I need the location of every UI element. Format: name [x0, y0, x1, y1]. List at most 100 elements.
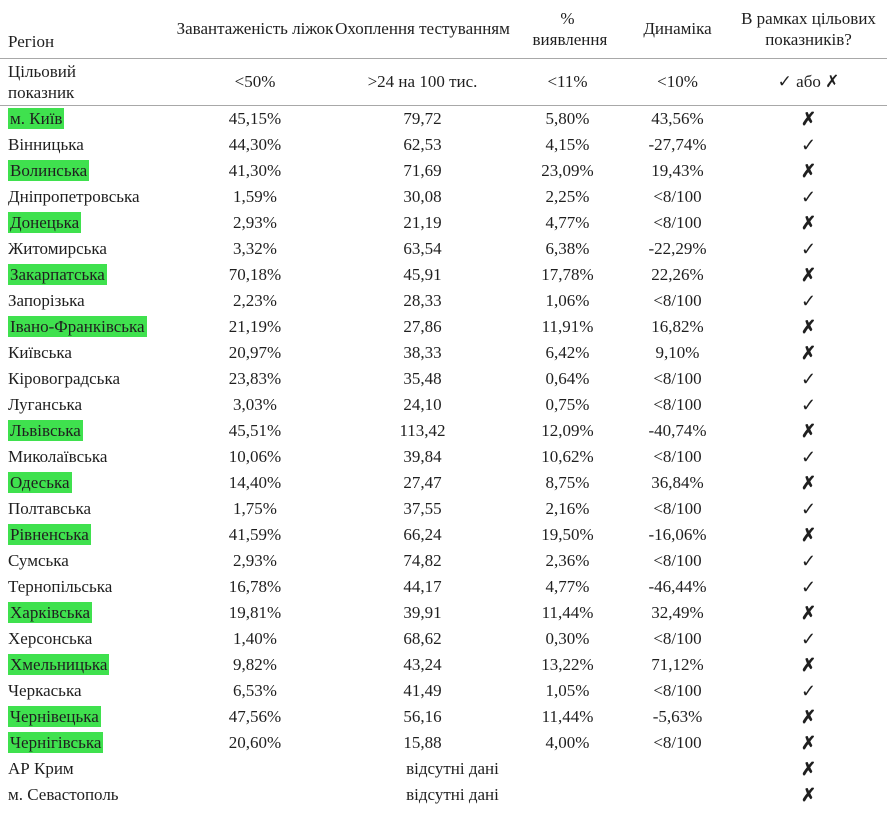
- status-cross-icon: ✗: [800, 420, 817, 441]
- detection-rate-value: 10,62%: [541, 447, 594, 467]
- bed-occupancy-value: 19,81%: [228, 603, 282, 623]
- region-name-highlighted: Чернівецька: [8, 706, 101, 728]
- table-row: Запорізька 2,23% 28,33 1,06% <8/100 ✓: [0, 288, 887, 314]
- status-cross-icon: ✗: [800, 706, 817, 727]
- region-name-highlighted: Волинська: [8, 160, 90, 182]
- target-bed-occupancy: <50%: [175, 58, 335, 106]
- bed-occupancy-value: 1,59%: [233, 187, 277, 207]
- region-name-cell: Сумська: [0, 548, 175, 574]
- dynamics-value: -16,06%: [648, 525, 707, 545]
- bed-occupancy-value: 16,78%: [228, 577, 282, 597]
- detection-rate-value: 11,44%: [541, 707, 594, 727]
- dynamics-value: <8/100: [653, 187, 702, 207]
- detection-rate-value: 0,64%: [545, 369, 590, 389]
- testing-coverage-value: 24,10: [403, 395, 442, 415]
- bed-occupancy-value: 45,15%: [228, 109, 282, 129]
- region-name-highlighted: Івано-Франківська: [8, 316, 147, 338]
- dynamics-value: -5,63%: [652, 707, 703, 727]
- region-name-cell: Волинська: [0, 158, 175, 184]
- detection-rate-value: 1,05%: [545, 681, 590, 701]
- detection-rate-value: 13,22%: [541, 655, 594, 675]
- status-check-icon: ✓: [800, 498, 817, 519]
- testing-coverage-value: 39,91: [403, 603, 442, 623]
- dynamics-value: 9,10%: [655, 343, 700, 363]
- no-data-note: відсутні дані: [406, 785, 499, 805]
- table-row: Донецька 2,93% 21,19 4,77% <8/100 ✗: [0, 210, 887, 236]
- dynamics-value: <8/100: [653, 499, 702, 519]
- status-cross-icon: ✗: [800, 108, 817, 129]
- table-row: Миколаївська 10,06% 39,84 10,62% <8/100 ✓: [0, 444, 887, 470]
- status-cross-icon: ✗: [800, 758, 817, 779]
- region-name-highlighted: Одеська: [8, 472, 72, 494]
- target-indicator-row: Цільовий показник <50% >24 на 100 тис. <…: [0, 58, 887, 106]
- table-row: Черкаська 6,53% 41,49 1,05% <8/100 ✓: [0, 678, 887, 704]
- region-name-cell: Київська: [0, 340, 175, 366]
- status-check-icon: ✓: [800, 238, 817, 259]
- testing-coverage-value: 41,49: [403, 681, 442, 701]
- status-check-icon: ✓: [800, 290, 817, 311]
- table-row: м. Київ 45,15% 79,72 5,80% 43,56% ✗: [0, 106, 887, 133]
- region-name-highlighted: Донецька: [8, 212, 82, 234]
- bed-occupancy-value: 47,56%: [228, 707, 282, 727]
- bed-occupancy-value: 44,30%: [228, 135, 282, 155]
- bed-occupancy-value: 20,97%: [228, 343, 282, 363]
- region-name: Тернопільська: [8, 577, 113, 597]
- table-row: Луганська 3,03% 24,10 0,75% <8/100 ✓: [0, 392, 887, 418]
- region-name: м. Севастополь: [8, 785, 119, 805]
- status-cross-icon: ✗: [800, 160, 817, 181]
- region-name-cell: Житомирська: [0, 236, 175, 262]
- bed-occupancy-value: 6,53%: [233, 681, 277, 701]
- target-testing-coverage: >24 на 100 тис.: [335, 58, 510, 106]
- testing-coverage-value: 79,72: [403, 109, 442, 129]
- status-check-icon: ✓: [800, 576, 817, 597]
- header-detection-rate: % виявлення: [510, 0, 625, 59]
- region-name-cell: Харківська: [0, 600, 175, 626]
- status-check-icon: ✓: [800, 186, 817, 207]
- dynamics-value: <8/100: [653, 447, 702, 467]
- header-detection-rate-label: % виявлення: [532, 8, 608, 49]
- testing-coverage-value: 71,69: [403, 161, 442, 181]
- testing-coverage-value: 21,19: [403, 213, 442, 233]
- dynamics-value: -27,74%: [648, 135, 707, 155]
- table-row: АР Крим відсутні дані ✗: [0, 756, 887, 782]
- bed-occupancy-value: 3,03%: [233, 395, 277, 415]
- testing-coverage-value: 30,08: [403, 187, 442, 207]
- detection-rate-value: 4,15%: [545, 135, 590, 155]
- region-name-cell: Херсонська: [0, 626, 175, 652]
- table-row: Сумська 2,93% 74,82 2,36% <8/100 ✓: [0, 548, 887, 574]
- target-row-label-cell: Цільовий показник: [0, 58, 175, 106]
- dynamics-value: <8/100: [653, 681, 702, 701]
- testing-coverage-value: 63,54: [403, 239, 442, 259]
- table-row: Рівненська 41,59% 66,24 19,50% -16,06% ✗: [0, 522, 887, 548]
- testing-coverage-value: 15,88: [403, 733, 442, 753]
- region-name-cell: Запорізька: [0, 288, 175, 314]
- bed-occupancy-value: 41,30%: [228, 161, 282, 181]
- status-cross-icon: ✗: [800, 524, 817, 545]
- dynamics-value: 43,56%: [651, 109, 704, 129]
- detection-rate-value: 4,77%: [545, 213, 590, 233]
- dynamics-value: <8/100: [653, 551, 702, 571]
- table-row: Івано-Франківська 21,19% 27,86 11,91% 16,82%…: [0, 314, 887, 340]
- table-body: м. Київ 45,15% 79,72 5,80% 43,56% ✗ Вінницька 4…: [0, 106, 887, 809]
- region-name: Полтавська: [8, 499, 91, 519]
- detection-rate-value: 2,16%: [545, 499, 590, 519]
- region-name-cell: АР Крим: [0, 756, 175, 782]
- region-name: Дніпропетровська: [8, 187, 140, 207]
- region-name: Київська: [8, 343, 72, 363]
- region-name-cell: Рівненська: [0, 522, 175, 548]
- table-row: м. Севастополь відсутні дані ✗: [0, 782, 887, 808]
- region-name-cell: Вінницька: [0, 132, 175, 158]
- bed-occupancy-value: 14,40%: [228, 473, 282, 493]
- status-cross-icon: ✗: [800, 264, 817, 285]
- region-name-cell: Кіровоградська: [0, 366, 175, 392]
- region-name-highlighted: м. Київ: [8, 108, 65, 130]
- table-row: Київська 20,97% 38,33 6,42% 9,10% ✗: [0, 340, 887, 366]
- table-row: Житомирська 3,32% 63,54 6,38% -22,29% ✓: [0, 236, 887, 262]
- detection-rate-value: 2,36%: [545, 551, 590, 571]
- detection-rate-value: 8,75%: [545, 473, 590, 493]
- region-name-cell: Луганська: [0, 392, 175, 418]
- region-name-highlighted: Львівська: [8, 420, 83, 442]
- testing-coverage-value: 56,16: [403, 707, 442, 727]
- testing-coverage-value: 68,62: [403, 629, 442, 649]
- region-name: Луганська: [8, 395, 83, 415]
